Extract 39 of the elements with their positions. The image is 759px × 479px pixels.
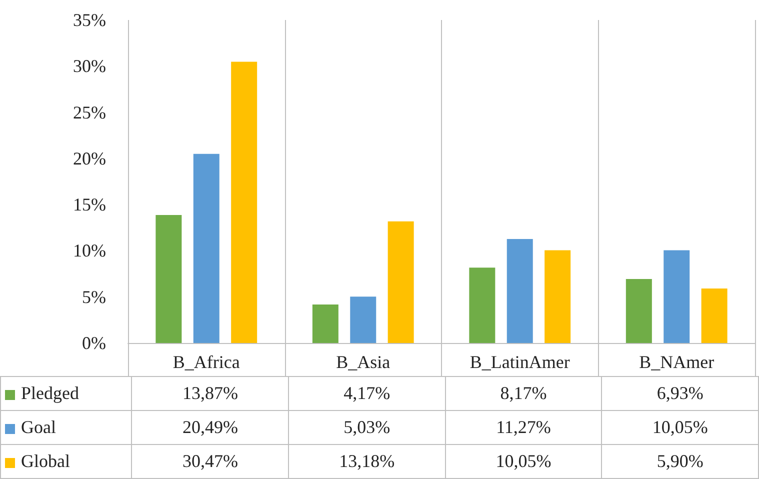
data-label: 5,03% xyxy=(288,410,446,444)
x-tick-label: B_LatinAmer xyxy=(470,352,570,372)
bar xyxy=(156,215,182,343)
bar xyxy=(626,279,652,343)
bar xyxy=(469,268,496,343)
data-label: 13,87% xyxy=(132,376,289,410)
y-tick-label: 20% xyxy=(73,148,106,168)
bar xyxy=(664,250,690,343)
data-label: 10,05% xyxy=(602,410,758,444)
bar xyxy=(312,304,338,343)
bar xyxy=(388,221,414,343)
y-tick-label: 5% xyxy=(82,286,106,307)
x-tick-label: B_Africa xyxy=(172,352,240,372)
x-tick-label: B_Asia xyxy=(336,352,390,372)
data-label: 13,18% xyxy=(288,444,446,478)
bar xyxy=(701,288,728,343)
data-label: 8,17% xyxy=(445,376,602,410)
bar xyxy=(350,296,376,343)
bar xyxy=(193,154,220,343)
y-tick-label: 15% xyxy=(73,194,106,215)
data-label: 20,49% xyxy=(132,410,289,444)
y-tick-label: 30% xyxy=(73,56,106,76)
x-tick-label: B_NAmer xyxy=(639,352,714,372)
y-tick-label: 35% xyxy=(73,10,106,30)
data-label: 11,27% xyxy=(445,410,602,444)
bar xyxy=(506,238,533,343)
data-label: 5,90% xyxy=(602,444,758,478)
data-label: 6,93% xyxy=(602,376,758,410)
y-tick-label: 25% xyxy=(73,102,106,122)
data-label: 30,47% xyxy=(132,444,289,478)
y-tick-label: 10% xyxy=(73,240,106,261)
bar xyxy=(231,62,258,343)
data-label: 4,17% xyxy=(288,376,446,410)
bar xyxy=(544,250,571,343)
legend-label: Global xyxy=(0,444,132,478)
legend-label: Goal xyxy=(0,410,132,444)
y-tick-label: 0% xyxy=(82,333,106,353)
data-label: 10,05% xyxy=(445,444,602,478)
legend-label: Pledged xyxy=(0,376,132,410)
